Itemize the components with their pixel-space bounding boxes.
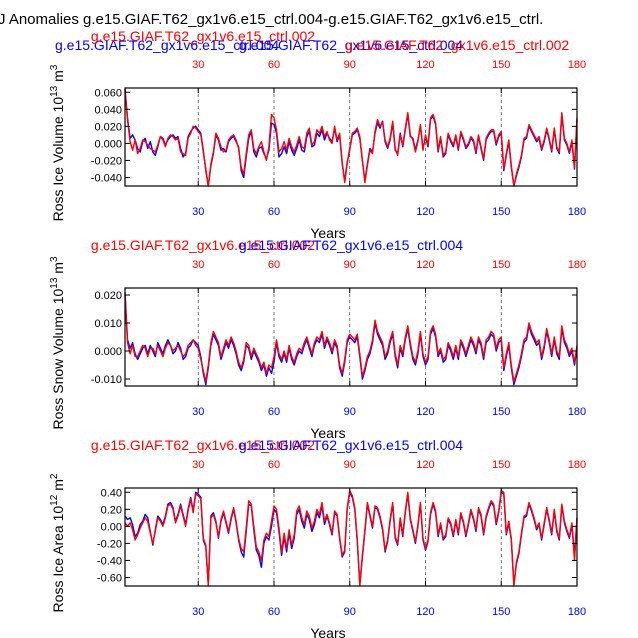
- x-tick-label-bottom: 60: [268, 406, 280, 418]
- x-tick-label-top: 120: [416, 459, 434, 471]
- x-tick-label-top: 60: [268, 59, 280, 71]
- x-tick-label-top: 180: [568, 259, 586, 271]
- x-tick-label-bottom: 180: [568, 206, 586, 218]
- plot-frame: [124, 87, 578, 187]
- y-tick-label: -0.60: [97, 572, 122, 584]
- x-tick-label-top: 30: [192, 59, 204, 71]
- y-tick-label: 0.20: [101, 504, 122, 516]
- x-tick-label-bottom: 60: [268, 606, 280, 618]
- x-tick-label-bottom: 180: [568, 406, 586, 418]
- series-title-2: g.e15.GIAF.T62_gx1v6.e15_ctrl.004: [239, 437, 463, 453]
- y-tick-label: 0.000: [94, 346, 122, 358]
- x-tick-label-top: 150: [492, 459, 510, 471]
- x-tick-label-bottom: 30: [192, 606, 204, 618]
- x-tick-label-top: 120: [416, 259, 434, 271]
- series-line-ctrl-002: [124, 294, 578, 383]
- x-tick-label-top: 60: [268, 259, 280, 271]
- x-tick-label-top: 120: [416, 59, 434, 71]
- x-tick-label-top: 150: [492, 59, 510, 71]
- x-tick-label-top: 30: [192, 459, 204, 471]
- y-tick-label: 0.00: [101, 521, 122, 533]
- x-tick-label-top: 180: [568, 59, 586, 71]
- x-tick-label-bottom: 120: [416, 206, 434, 218]
- x-tick-label-bottom: 120: [416, 406, 434, 418]
- x-tick-label-bottom: 150: [492, 606, 510, 618]
- x-axis-label: Years: [310, 425, 345, 441]
- x-tick-label-top: 30: [192, 259, 204, 271]
- y-axis-label: Ross Ice Area 1012 m2: [49, 473, 66, 612]
- y-tick-label: -0.010: [91, 374, 122, 386]
- x-tick-label-bottom: 30: [192, 206, 204, 218]
- series-line-ctrl-002: [124, 489, 578, 587]
- x-tick-label-top: 90: [344, 459, 356, 471]
- y-tick-label: 0.040: [94, 104, 122, 116]
- plot-frame: [124, 487, 578, 587]
- y-tick-label: 0.010: [94, 318, 122, 330]
- x-tick-label-top: 90: [344, 259, 356, 271]
- series-line-ctrl-004: [124, 491, 578, 585]
- series-title-1: g.e15.GIAF.T62_gx1v6.e15_ctrl.002: [91, 237, 315, 253]
- y-tick-label: 0.000: [94, 138, 122, 150]
- x-tick-label-top: 150: [492, 259, 510, 271]
- x-axis-label: Years: [310, 625, 345, 638]
- x-tick-label-bottom: 90: [344, 406, 356, 418]
- main-title: J Anomalies g.e15.GIAF.T62_gx1v6.e15_ctr…: [0, 11, 543, 28]
- series-title-2: g.e15.GIAF.T62_gx1v6.e15_ctrl.002: [91, 28, 315, 44]
- x-tick-label-bottom: 120: [416, 606, 434, 618]
- series-line-ctrl-002: [124, 90, 578, 187]
- series-title-2: g.e15.GIAF.T62_gx1v6.e15_ctrl.004: [239, 237, 463, 253]
- y-tick-label: -0.040: [91, 172, 122, 184]
- chart-panel-1: -0.040 -0.020 0.000 0.020 0.040 0.060 30 30 60 60…: [49, 28, 586, 241]
- x-tick-label-bottom: 30: [192, 406, 204, 418]
- chart-panel-3: -0.60 -0.40 -0.20 0.00 0.20 0.40 30 30 60 60 90 90 1…: [49, 437, 586, 638]
- y-axis-label: Ross Snow Volume 1013 m3: [49, 256, 66, 430]
- y-tick-label: 0.020: [94, 121, 122, 133]
- x-tick-label-bottom: 150: [492, 206, 510, 218]
- y-tick-label: -0.020: [91, 155, 122, 167]
- y-tick-label: -0.40: [97, 555, 122, 567]
- plot-frame: [124, 287, 578, 387]
- x-tick-label-bottom: 60: [268, 206, 280, 218]
- x-tick-label-bottom: 90: [344, 206, 356, 218]
- y-tick-label: 0.060: [94, 87, 122, 99]
- chart-panel-2: -0.010 0.000 0.010 0.020 30 30 60 60 90 90 120 120 1…: [49, 237, 586, 441]
- series-title-1: g.e15.GIAF.T62_gx1v6.e15_ctrl.004: [55, 37, 279, 53]
- x-axis-label: Years: [310, 225, 345, 241]
- x-tick-label-bottom: 90: [344, 606, 356, 618]
- series-title-1: g.e15.GIAF.T62_gx1v6.e15_ctrl.002: [91, 437, 315, 453]
- y-tick-label: 0.40: [101, 487, 122, 499]
- y-tick-label: 0.020: [94, 290, 122, 302]
- x-tick-label-bottom: 180: [568, 606, 586, 618]
- y-tick-label: -0.20: [97, 538, 122, 550]
- x-tick-label-top: 180: [568, 459, 586, 471]
- y-axis-label: Ross Ice Volume 1013 m3: [49, 64, 66, 221]
- x-tick-label-top: 90: [344, 59, 356, 71]
- series-title-4: g.e15.GIAF.T62_gx1v6.e15_ctrl.002: [345, 37, 569, 53]
- series-line-ctrl-004: [124, 292, 578, 386]
- x-tick-label-top: 60: [268, 459, 280, 471]
- series-title-3: g.e15.GIAF.T62_gx1v6.e15_ctrl.004: [239, 37, 463, 53]
- x-tick-label-bottom: 150: [492, 406, 510, 418]
